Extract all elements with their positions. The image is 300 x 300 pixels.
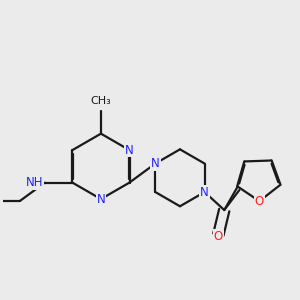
Text: N: N	[200, 185, 209, 199]
Text: N: N	[125, 143, 134, 157]
Text: NH: NH	[26, 176, 43, 189]
Text: N: N	[151, 157, 160, 170]
Text: N: N	[97, 193, 105, 206]
Text: O: O	[255, 195, 264, 208]
Text: CH₃: CH₃	[91, 96, 111, 106]
Text: O: O	[214, 230, 223, 243]
